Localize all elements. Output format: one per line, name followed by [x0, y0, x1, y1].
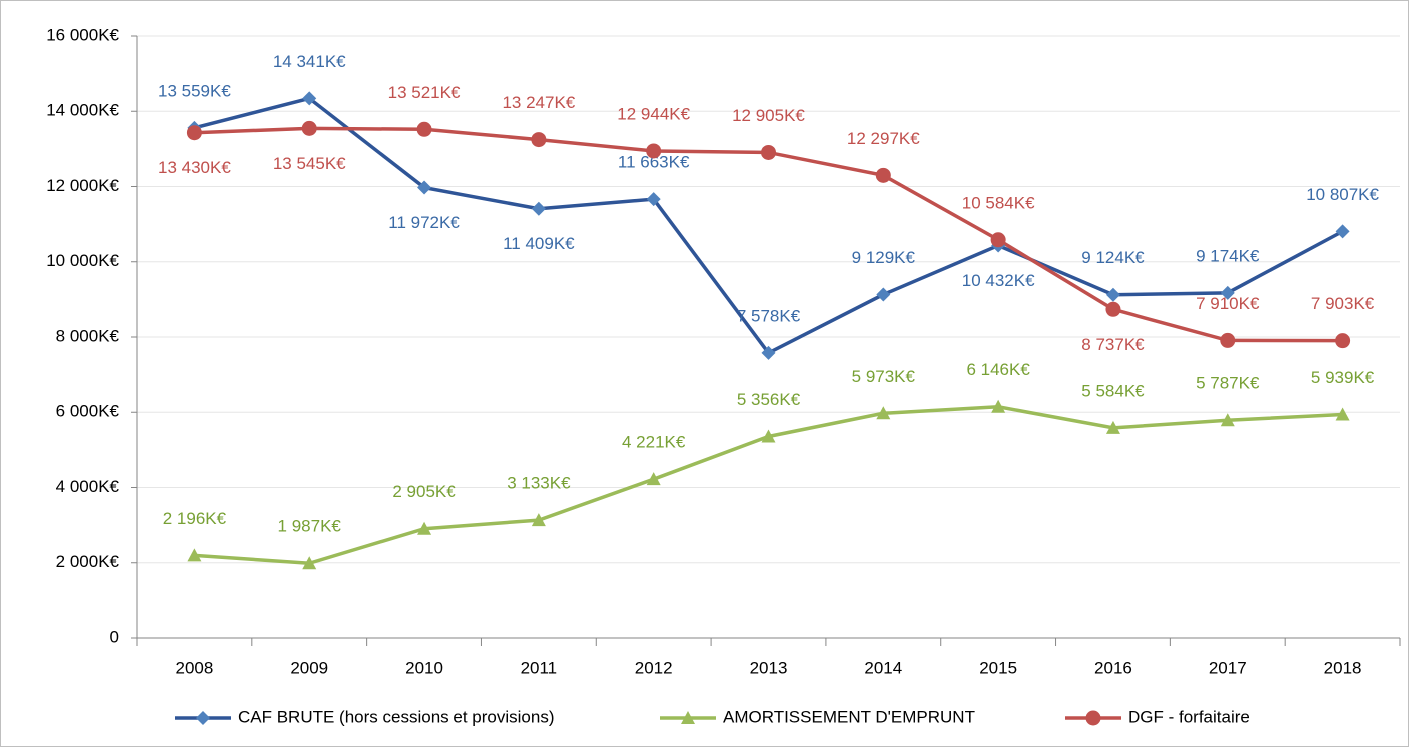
data-label: 10 584K€ [962, 193, 1035, 212]
data-label: 11 409K€ [503, 234, 575, 253]
data-label: 9 129K€ [852, 248, 916, 267]
data-label: 12 905K€ [732, 106, 805, 125]
data-point [1105, 301, 1121, 317]
y-tick-label: 12 000K€ [46, 176, 119, 195]
data-label: 11 972K€ [388, 213, 460, 232]
data-point [1335, 224, 1350, 239]
x-tick-label: 2017 [1209, 658, 1247, 677]
data-label: 7 910K€ [1196, 294, 1260, 313]
data-label: 8 737K€ [1081, 335, 1145, 354]
y-tick-label: 4 000K€ [56, 477, 120, 496]
data-label: 12 297K€ [847, 129, 920, 148]
data-label: 9 174K€ [1196, 246, 1260, 265]
data-point [1220, 413, 1235, 427]
legend-marker [681, 711, 695, 724]
legend-marker [1085, 710, 1101, 726]
data-label: 9 124K€ [1081, 248, 1145, 267]
data-label: 6 146K€ [966, 360, 1030, 379]
data-point [416, 121, 432, 137]
data-point [875, 167, 891, 183]
data-label: 11 663K€ [618, 153, 690, 172]
x-tick-label: 2015 [979, 658, 1017, 677]
data-label: 13 559K€ [158, 81, 231, 100]
data-label: 7 903K€ [1311, 294, 1375, 313]
data-point [761, 429, 776, 443]
data-label: 5 787K€ [1196, 374, 1260, 393]
data-point [761, 144, 776, 160]
data-point [876, 406, 891, 420]
data-point [1335, 333, 1351, 349]
data-point [531, 513, 546, 527]
data-point [646, 472, 661, 486]
data-label: 13 430K€ [158, 158, 231, 177]
data-point [301, 120, 317, 136]
data-label: 3 133K€ [507, 474, 571, 493]
data-point [646, 143, 662, 159]
data-point [417, 521, 432, 535]
data-label: 5 584K€ [1081, 381, 1145, 400]
data-point [991, 399, 1006, 413]
data-label: 7 578K€ [737, 306, 801, 325]
y-tick-label: 8 000K€ [56, 326, 120, 345]
data-point [302, 556, 317, 570]
data-point [1335, 407, 1350, 421]
data-label: 12 944K€ [617, 104, 690, 123]
y-tick-label: 2 000K€ [56, 552, 120, 571]
data-label: 5 973K€ [852, 367, 916, 386]
data-label: 14 341K€ [273, 52, 346, 71]
x-tick-label: 2008 [175, 658, 213, 677]
x-tick-label: 2018 [1324, 658, 1362, 677]
y-tick-label: 6 000K€ [56, 402, 120, 421]
data-label: 5 356K€ [737, 390, 801, 409]
x-tick-label: 2013 [750, 658, 788, 677]
data-point [186, 125, 202, 141]
y-tick-label: 10 000K€ [46, 251, 119, 270]
data-point [761, 345, 776, 360]
data-point [302, 91, 317, 106]
x-tick-label: 2011 [521, 658, 558, 677]
data-label: 10 807K€ [1306, 185, 1379, 204]
data-label: 4 221K€ [622, 433, 686, 452]
data-label: 2 196K€ [163, 509, 227, 528]
legend-label: AMORTISSEMENT D'EMPRUNT [723, 707, 975, 726]
data-point [1105, 420, 1120, 434]
data-point [187, 548, 202, 562]
x-tick-label: 2012 [635, 658, 673, 677]
data-point [1220, 285, 1235, 300]
y-tick-label: 16 000K€ [46, 25, 119, 44]
x-tick-label: 2014 [864, 658, 902, 677]
legend-marker [196, 711, 210, 725]
data-label: 13 521K€ [388, 83, 461, 102]
legend-label: DGF - forfaitaire [1128, 707, 1250, 726]
y-tick-label: 0 [110, 627, 119, 646]
data-point [531, 132, 547, 148]
data-point [646, 192, 661, 207]
x-tick-label: 2009 [290, 658, 328, 677]
legend-label: CAF BRUTE (hors cessions et provisions) [238, 707, 554, 726]
x-tick-label: 2010 [405, 658, 443, 677]
data-point [990, 232, 1006, 248]
data-label: 5 939K€ [1311, 368, 1375, 387]
data-point [531, 201, 546, 216]
data-label: 1 987K€ [278, 517, 342, 536]
data-label: 13 545K€ [273, 154, 346, 173]
data-point [1220, 332, 1236, 348]
data-point [417, 180, 432, 195]
data-label: 2 905K€ [392, 482, 456, 501]
x-tick-label: 2016 [1094, 658, 1132, 677]
data-label: 10 432K€ [962, 271, 1035, 290]
data-point [1105, 287, 1120, 302]
y-tick-label: 14 000K€ [46, 101, 119, 120]
data-point [876, 287, 891, 302]
data-label: 13 247K€ [502, 93, 575, 112]
